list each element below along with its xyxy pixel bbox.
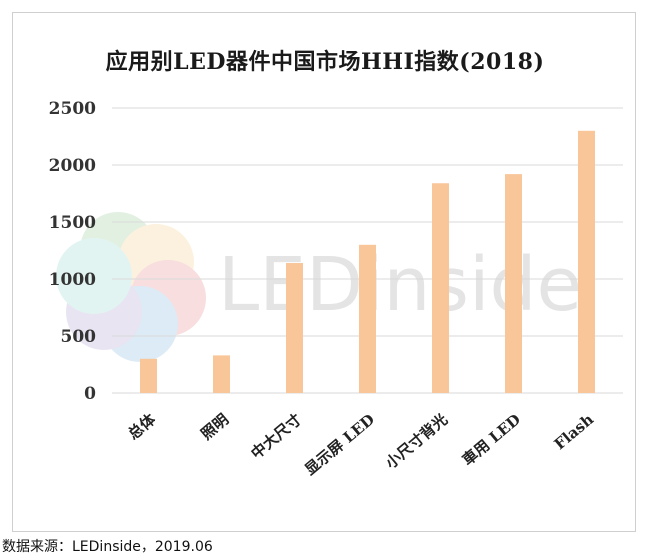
- bar: [578, 130, 595, 394]
- chart-frame: [12, 12, 636, 532]
- x-category-label: 中大尺寸: [248, 410, 306, 462]
- y-tick-label: 0: [84, 384, 96, 404]
- bar: [286, 263, 303, 393]
- watermark-text: LEDinside: [218, 242, 582, 328]
- y-tick-label: 2000: [49, 156, 96, 176]
- x-category-label: 总体: [125, 410, 160, 444]
- y-tick-label: 2500: [49, 99, 96, 119]
- x-category-label: 車用 LED: [459, 410, 524, 469]
- bar: [505, 174, 522, 393]
- x-category-label: 小尺寸背光: [382, 410, 451, 472]
- y-tick-label: 1000: [49, 270, 96, 290]
- x-category-label: Flash: [551, 410, 597, 453]
- y-tick-label: 500: [61, 327, 97, 347]
- watermark: LEDinside: [56, 212, 582, 362]
- bar-chart: LEDinside 0 500 1000 1500 2000 2500 总体 照明 中大尺寸显…: [49, 99, 623, 479]
- x-category-label: 显示屏 LED: [301, 410, 378, 479]
- source-note: 数据来源：LEDinside，2019.06: [2, 539, 213, 555]
- chart-title: 应用别LED器件中国市场HHI指数(2018): [105, 49, 545, 75]
- bar: [140, 358, 157, 393]
- bar: [432, 183, 449, 393]
- bar: [359, 244, 376, 393]
- y-tick-label: 1500: [49, 213, 96, 233]
- bar: [213, 355, 230, 393]
- x-category-label: 照明: [198, 410, 233, 443]
